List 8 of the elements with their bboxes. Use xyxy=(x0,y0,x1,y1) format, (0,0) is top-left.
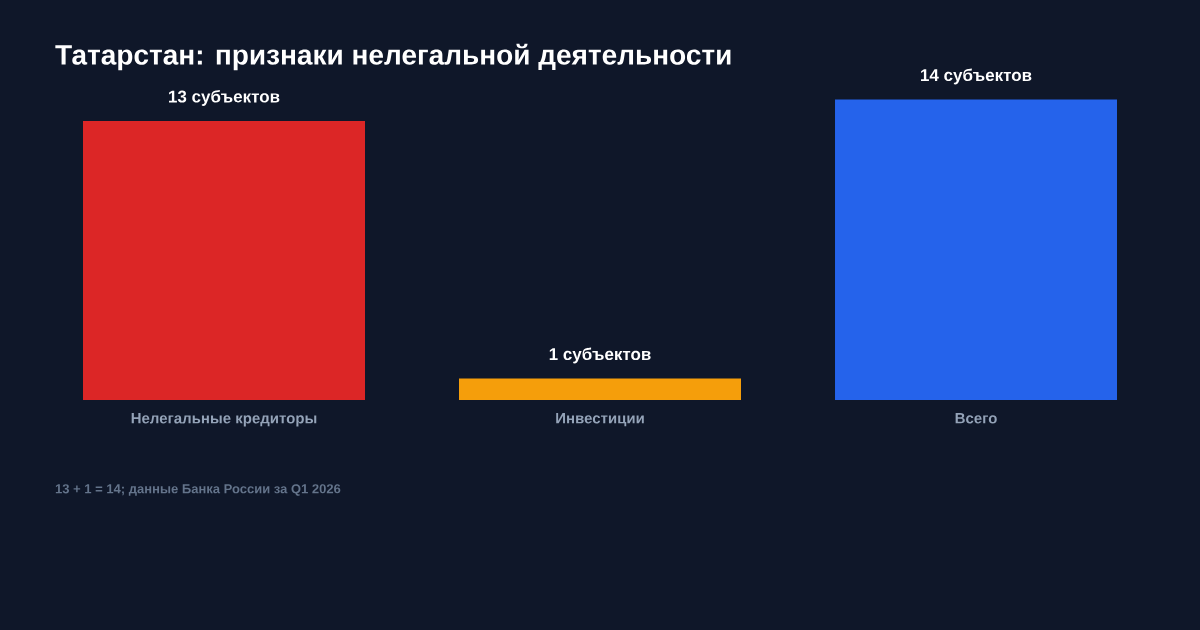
x-tick-label: Инвестиции xyxy=(556,413,644,427)
data-label: 13 субъектов xyxy=(169,89,280,106)
text: 13 + 1 = 14; данные Банка России за Q1 2026 xyxy=(55,484,341,496)
data-label: 14 субъектов xyxy=(921,68,1032,85)
chart-title: Татарстан: признаки нелегальной деятельности xyxy=(55,43,731,71)
x-tick-label: Нелегальные кредиторы xyxy=(131,413,317,427)
data-label: 1 субъектов xyxy=(549,347,651,364)
x-tick-label: Всего xyxy=(955,413,997,424)
